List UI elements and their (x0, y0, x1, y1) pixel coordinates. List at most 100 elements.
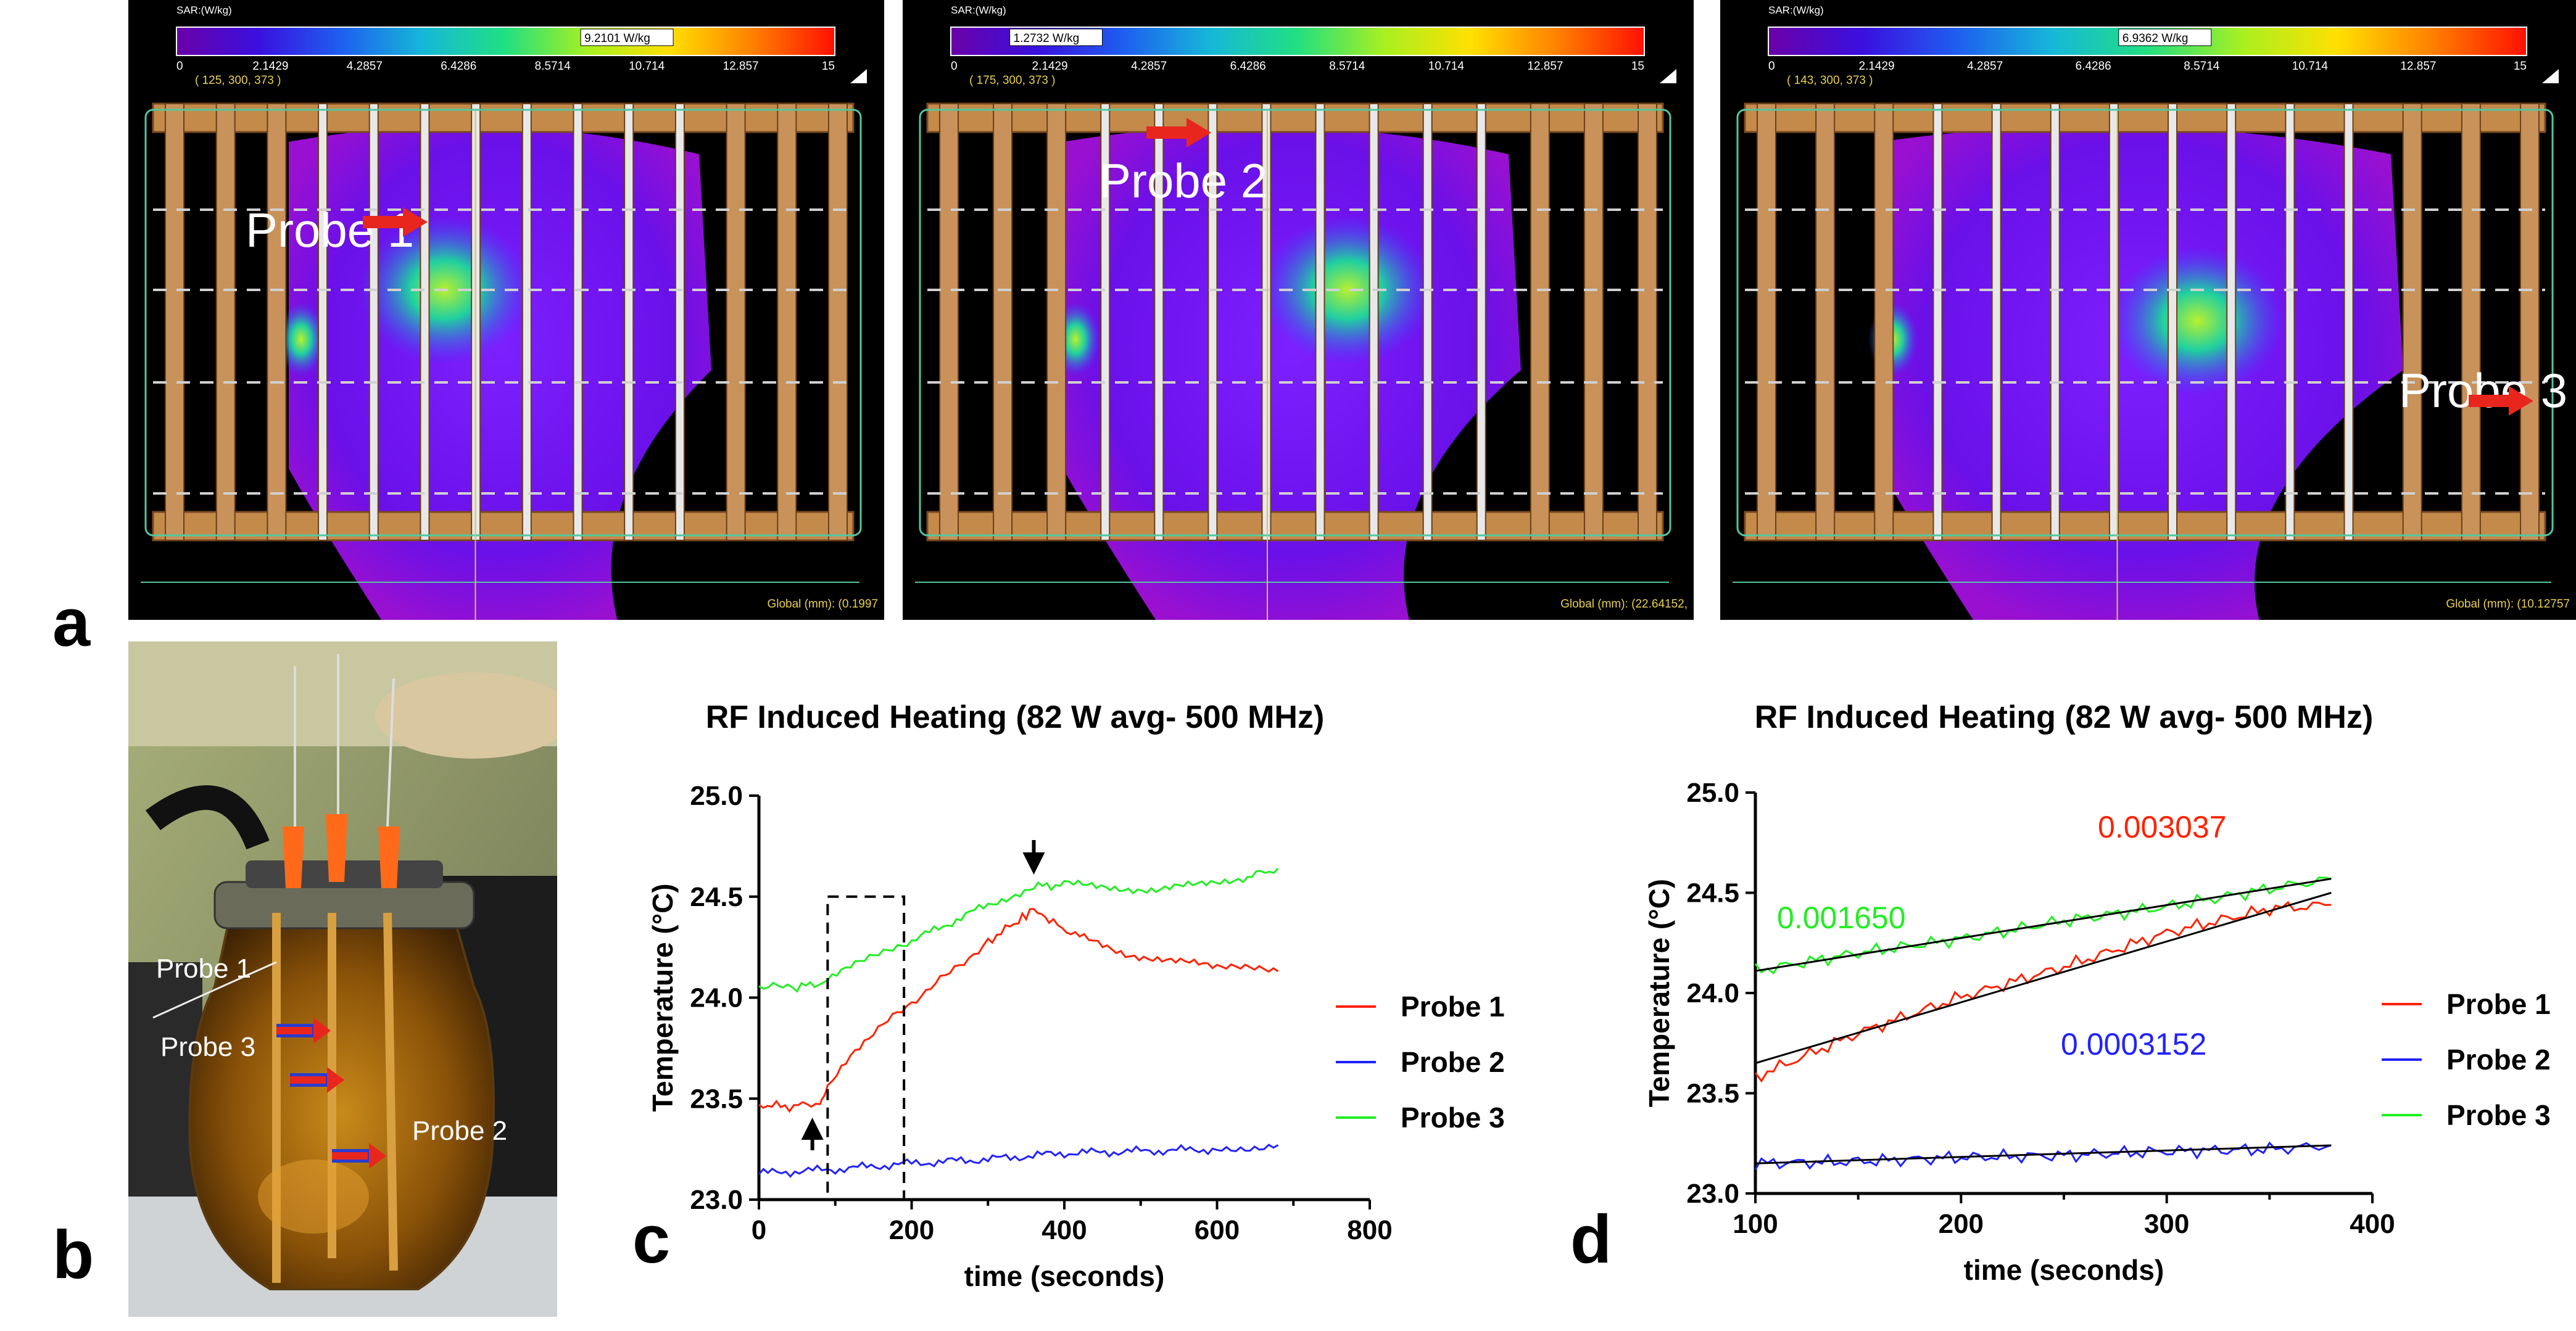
y-axis-label: Temperature (°C) (1643, 879, 1675, 1107)
global-coords: Global (mm): (0.1997 (767, 598, 878, 611)
coil-rung (2402, 103, 2422, 541)
photo-arrow-probe3 (290, 1067, 344, 1093)
coil-end-ring-top (926, 102, 1664, 133)
legend-label: Probe 3 (1401, 1102, 1505, 1134)
coil-rung (777, 103, 797, 541)
chart-c: RF Induced Heating (82 W avg- 500 MHz) 23… (647, 699, 1505, 1292)
fit-line-probe-1 (1755, 892, 2332, 1065)
coil-rung (521, 103, 532, 541)
coil-rung (1815, 103, 1836, 541)
resize-corner-icon (1660, 69, 1676, 83)
probe-label: Probe 2 (1099, 154, 1267, 208)
resize-corner-icon (2542, 69, 2559, 83)
global-coords: Global (mm): (22.64152, (1560, 598, 1688, 611)
series-line-probe-1 (758, 908, 1279, 1113)
chart-title: RF Induced Heating (82 W avg- 500 MHz) (706, 699, 1325, 735)
colorbar-tick-label: 4.2857 (1131, 60, 1167, 73)
legend-label: Probe 3 (2446, 1099, 2551, 1131)
y-tick-label: 23.5 (690, 1084, 743, 1114)
y-tick-label: 24.5 (690, 882, 743, 912)
chart-title: RF Induced Heating (82 W avg- 500 MHz) (1755, 699, 2374, 735)
coil-rung (1100, 103, 1111, 541)
legend-label: Probe 1 (2446, 988, 2551, 1020)
sar-map-1: SAR:(W/kg) 9.2101 W/kg 0 2.1429 4.2857 6.4286… (141, 4, 878, 620)
sar-map-2: SAR:(W/kg) 1.2732 W/kg 0 2.1429 4.2857 6.4286… (915, 4, 1688, 620)
photo-label-probe3: Probe 3 (160, 1032, 255, 1062)
coil-rung (267, 103, 287, 541)
colorbar-tick-label: 6.4286 (1230, 60, 1266, 73)
coil-rung (624, 103, 634, 541)
photo-arrow-probe2 (332, 1143, 386, 1169)
sar-readout: 1.2732 W/kg (1014, 32, 1080, 45)
coil-rung (828, 103, 848, 541)
shield-outline (1736, 109, 2554, 537)
global-coords: Global (mm): (10.12757 (2446, 598, 2570, 611)
y-tick-label: 24.0 (690, 983, 743, 1013)
coil-rung (1991, 103, 2002, 541)
probe-arrow-head (403, 207, 428, 237)
coil-end-ring-top (152, 102, 855, 133)
photo-label-probe1: Probe 1 (156, 954, 251, 984)
coil-rung (939, 103, 959, 541)
start-arrow-icon (801, 1118, 824, 1140)
y-axis-label: Temperature (°C) (647, 883, 679, 1111)
y-tick-label: 24.0 (1686, 978, 1739, 1008)
coil-rung (1422, 103, 1433, 541)
coil-rung (420, 103, 430, 541)
colorbar-tick-label: 15 (2514, 60, 2527, 73)
panel-label-b: b (52, 1217, 94, 1293)
probe-arrow-shaft (2469, 395, 2512, 407)
legend-label: Probe 1 (1401, 991, 1505, 1023)
voxel-coords: ( 175, 300, 373 ) (969, 74, 1055, 87)
x-axis-label: time (seconds) (1964, 1254, 2164, 1286)
phantom-photo: Probe 1 Probe 3 Probe 2 (128, 641, 557, 1317)
coil-rung (1638, 103, 1657, 541)
y-tick-label: 25.0 (1686, 778, 1739, 808)
legend-label: Probe 2 (2446, 1044, 2551, 1076)
sar-hotspot (2111, 247, 2284, 395)
colorbar-tick-label: 6.4286 (2076, 60, 2111, 73)
probe-label: Probe 3 (2399, 363, 2567, 418)
coil-rung (1369, 103, 1379, 541)
colorbar-tick-label: 8.5714 (1329, 60, 1365, 73)
sar-panel-3: SAR:(W/kg) 6.9362 W/kg 0 2.1429 4.2857 6.4286… (1720, 0, 2576, 620)
x-tick-label: 300 (2144, 1209, 2189, 1239)
coil-rung (2343, 103, 2354, 541)
coil-rung (2168, 103, 2178, 541)
sar-panel-2: SAR:(W/kg) 1.2732 W/kg 0 2.1429 4.2857 6.4286… (903, 0, 1694, 620)
readout-box (2118, 28, 2212, 46)
x-tick-label: 400 (2350, 1209, 2395, 1239)
y-tick-label: 23.0 (1686, 1179, 1739, 1209)
readout-box (1009, 28, 1103, 46)
coil-rung (1530, 103, 1550, 541)
voxel-coords: ( 143, 300, 373 ) (1787, 74, 1873, 87)
sar-readout: 6.9362 W/kg (2123, 32, 2189, 45)
series-line-probe-1 (1754, 900, 2332, 1083)
slope-annotation: 0.003037 (2098, 810, 2227, 844)
colorbar-tick-label: 15 (1631, 60, 1644, 73)
coil-rung (165, 103, 184, 541)
sar-map-3: SAR:(W/kg) 6.9362 W/kg 0 2.1429 4.2857 6.4286… (1733, 4, 2570, 620)
coil-rung (2050, 103, 2060, 541)
y-tick-label: 25.0 (690, 781, 743, 811)
colorbar-tick-label: 0 (951, 60, 958, 73)
coil-rung (215, 103, 236, 541)
coil-rung (1874, 103, 1894, 541)
coil-rung (1154, 103, 1164, 541)
coil-rung (1583, 103, 1604, 541)
resize-corner-icon (850, 69, 867, 83)
colorbar-tick-label: 4.2857 (1967, 60, 2003, 73)
y-tick-label: 23.0 (690, 1185, 743, 1215)
panel-label-a: a (52, 585, 91, 661)
sar-readout: 9.2101 W/kg (584, 32, 650, 45)
sar-hotspot (1261, 216, 1434, 364)
coil-rung (2285, 103, 2295, 541)
coil-rung (2226, 103, 2237, 541)
readout-box (580, 28, 674, 46)
voxel-coords: ( 125, 300, 373 ) (195, 74, 281, 87)
series-line-probe-3 (758, 867, 1279, 993)
stop-arrow-icon (1022, 852, 1045, 875)
colorbar-tick-label: 0 (1768, 60, 1775, 73)
x-tick-label: 800 (1347, 1215, 1392, 1245)
probe-arrow-shaft (1146, 126, 1190, 139)
